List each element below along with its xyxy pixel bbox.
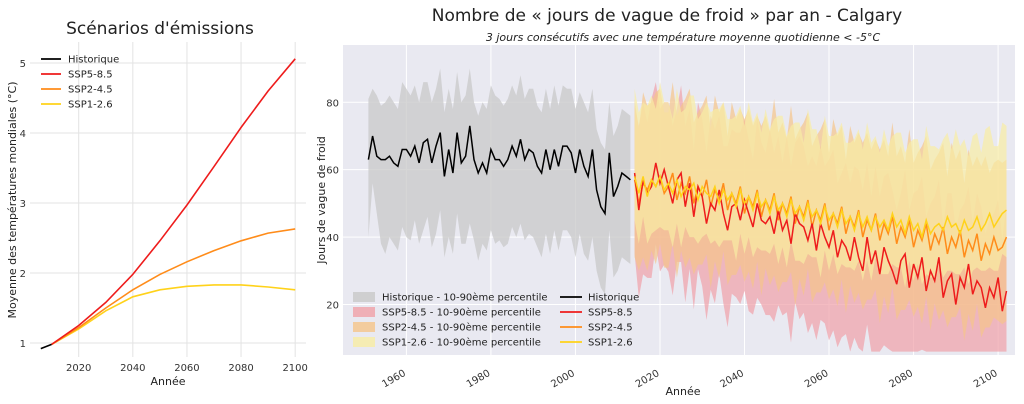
historical-line — [367, 125, 631, 216]
left-x-axis-label: Année — [150, 375, 185, 388]
left-series-ssp2-4-5 — [51, 228, 296, 346]
right-y-tick-label: 40 — [326, 233, 339, 244]
left-y-tick-label: 3 — [20, 199, 26, 210]
left-legend-label: SSP1-2.6 — [68, 100, 113, 111]
left-x-tick-label: 2020 — [66, 363, 91, 374]
right-x-tick-label: 2080 — [888, 368, 916, 390]
right-legend-band-label: SSP5-8.5 - 10-90ème percentile — [382, 307, 541, 319]
right-x-tick-label: 1980 — [465, 368, 493, 390]
left-y-tick-label: 5 — [20, 59, 26, 70]
right-legend-line-label: Historique — [588, 293, 639, 304]
left-series-ssp5-8-5 — [51, 58, 296, 346]
right-x-tick-label: 2040 — [718, 368, 746, 390]
left-series-historique — [40, 343, 52, 350]
right-chart-subtitle: 3 jours consécutifs avec une température… — [486, 31, 881, 44]
left-x-tick-label: 2040 — [120, 363, 145, 374]
left-x-tick-label: 2080 — [228, 363, 253, 374]
left-grid — [30, 42, 306, 357]
right-y-axis-label: Jours de vague de froid — [315, 136, 328, 265]
right-percentile-bands — [368, 68, 1007, 352]
right-legend-band-swatch — [353, 307, 375, 317]
right-legend-band-swatch — [353, 292, 375, 302]
historical-percentile-band — [368, 68, 631, 295]
left-series-lines — [40, 58, 296, 350]
right-legend-line-label: SSP1-2.6 — [588, 338, 633, 349]
left-legend: Historique SSP5-8.5 SSP2-4.5 SSP1-2.6 — [41, 55, 119, 111]
right-x-tick-label: 2100 — [972, 368, 1000, 390]
right-legend-band-label: SSP1-2.6 - 10-90ème percentile — [382, 337, 541, 349]
band-ssp1-2-6 — [634, 82, 1007, 288]
left-legend-label: Historique — [68, 55, 119, 66]
line-ssp1-2-6 — [633, 174, 1007, 240]
right-y-tick-label: 80 — [326, 98, 339, 109]
right-legend-line-label: SSP2-4.5 — [588, 323, 633, 334]
right-legend: Historique - 10-90ème percentile SSP5-8.5… — [353, 292, 639, 349]
right-x-tick-label: 1960 — [380, 368, 408, 390]
right-legend-band-swatch — [353, 337, 375, 347]
left-y-tick-label: 1 — [20, 339, 26, 350]
right-x-tick-label: 2020 — [634, 368, 662, 390]
left-tick-labels: 2020 2040 2060 2080 2100 1 2 3 4 5 — [20, 59, 308, 374]
right-legend-band-label: SSP2-4.5 - 10-90ème percentile — [382, 322, 541, 334]
right-legend-line-label: SSP5-8.5 — [588, 308, 633, 319]
left-legend-label: SSP2-4.5 — [68, 85, 113, 96]
right-x-tick-label: 2060 — [803, 368, 831, 390]
left-y-tick-label: 4 — [20, 129, 26, 140]
left-plot-area — [30, 42, 306, 357]
right-legend-band-label: Historique - 10-90ème percentile — [382, 292, 548, 304]
left-x-tick-label: 2060 — [174, 363, 199, 374]
left-x-tick-label: 2100 — [282, 363, 307, 374]
left-chart-title: Scénarios d'émissions — [66, 19, 254, 39]
right-x-tick-label: 2000 — [549, 368, 577, 390]
right-y-tick-label: 60 — [326, 166, 339, 177]
left-series-ssp1-2-6 — [51, 284, 296, 346]
right-x-axis-label: Année — [665, 385, 700, 398]
left-legend-label: SSP5-8.5 — [68, 70, 113, 81]
right-y-tick-label: 20 — [326, 300, 339, 311]
left-y-tick-label: 2 — [20, 269, 26, 280]
left-y-axis-label: Moyenne des températures mondiales (°C) — [6, 81, 19, 318]
right-series-lines — [367, 125, 1008, 312]
right-chart-title: Nombre de « jours de vague de froid » pa… — [432, 6, 903, 26]
right-legend-band-swatch — [353, 322, 375, 332]
